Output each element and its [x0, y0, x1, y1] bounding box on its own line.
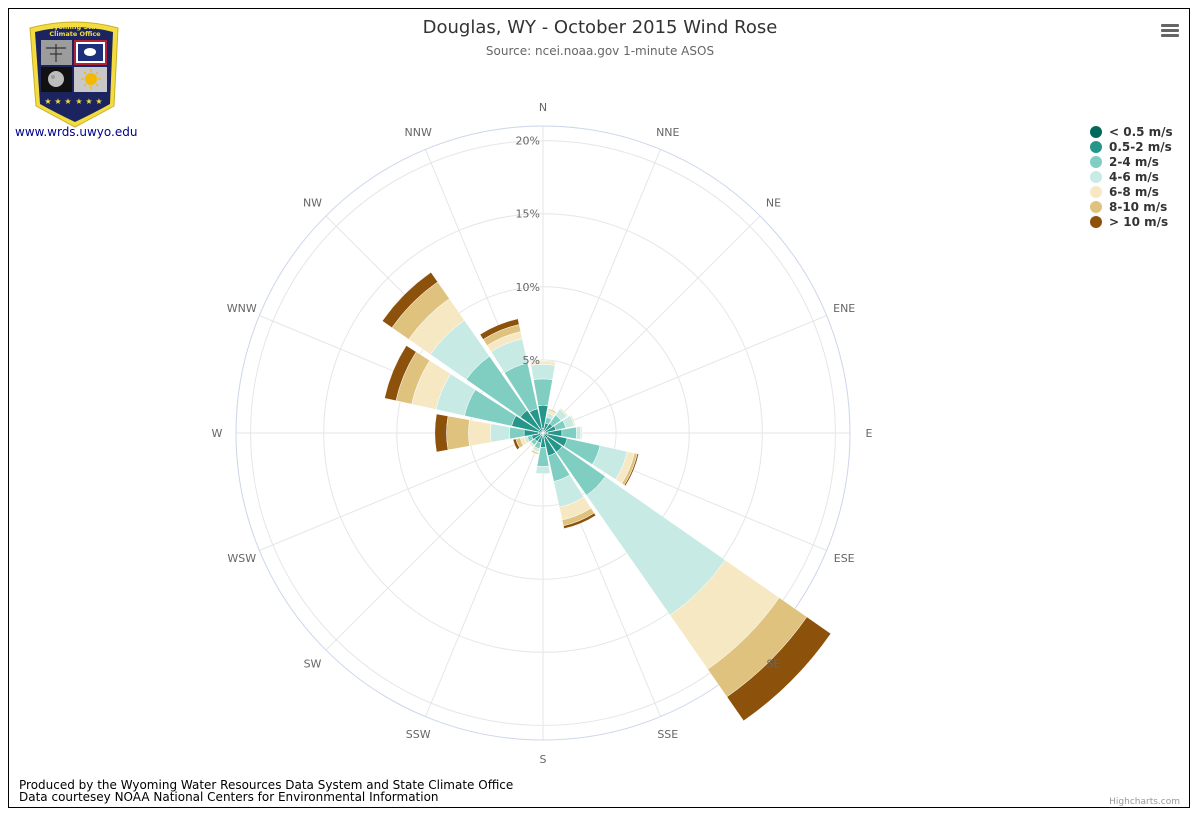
spoke-line [542, 149, 661, 434]
chart-subtitle: Source: ncei.noaa.gov 1-minute ASOS [486, 44, 714, 58]
hamburger-menu-icon[interactable] [1155, 20, 1185, 42]
legend-swatch [1090, 171, 1102, 183]
bar-segment-nw-s6[interactable] [381, 271, 439, 329]
direction-label-sw: SW [304, 658, 322, 671]
wind-rose-bars [381, 271, 832, 722]
legend-swatch [1090, 201, 1102, 213]
direction-label-ssw: SSW [406, 728, 431, 741]
bar-segment-nnw-s6[interactable] [479, 318, 520, 340]
legend-swatch [1090, 141, 1102, 153]
spoke-line [542, 315, 827, 434]
svg-text:★: ★ [95, 97, 102, 106]
direction-label-nne: NNE [656, 126, 679, 139]
spoke-line [259, 432, 544, 551]
bar-segment-w-s5[interactable] [446, 415, 470, 451]
direction-labels: N NNE NE ENE E ESE SE SSE S SSW SW WSW W WNW NW NNW [212, 101, 873, 766]
bar-segment-n-s5[interactable] [529, 360, 557, 363]
logo-name-line1: Wyoming State [47, 23, 104, 31]
chart-title: Douglas, WY - October 2015 Wind Rose [423, 17, 778, 38]
bar-segment-e-s3[interactable] [575, 426, 582, 440]
legend: < 0.5 m/s0.5-2 m/s2-4 m/s4-6 m/s6-8 m/s8… [1090, 125, 1173, 229]
bar-segment-w-s2[interactable] [509, 426, 525, 440]
spoke-line [325, 432, 544, 651]
spoke-line [542, 215, 761, 434]
direction-label-nw: NW [303, 197, 322, 210]
bar-segment-e-s2[interactable] [561, 426, 577, 440]
bar-segment-w-s3[interactable] [490, 423, 511, 443]
svg-text:★: ★ [85, 97, 92, 106]
direction-label-nnw: NNW [405, 126, 432, 139]
grid-circle [250, 140, 836, 726]
legend-swatch [1090, 216, 1102, 228]
direction-label-ese: ESE [834, 552, 855, 565]
radial-tick-label: 20% [516, 135, 540, 148]
bar-segment-nne-s5[interactable] [547, 408, 557, 414]
legend-swatch [1090, 156, 1102, 168]
website-link[interactable]: www.wrds.uwyo.edu [15, 125, 137, 139]
direction-label-w: W [212, 427, 223, 440]
radial-tick-label: 10% [516, 281, 540, 294]
svg-text:★: ★ [75, 97, 82, 106]
legend-item[interactable]: 4-6 m/s [1109, 170, 1159, 184]
bar-segment-sw-s4[interactable] [528, 441, 535, 448]
bar-segment-se-s6[interactable] [726, 616, 832, 722]
legend-item[interactable]: < 0.5 m/s [1109, 125, 1173, 139]
footer-line2: Data courtesey NOAA National Centers for… [19, 790, 439, 804]
grid-circle [323, 213, 763, 653]
bar-segment-ene-s4[interactable] [569, 414, 577, 427]
direction-label-sse: SSE [657, 728, 678, 741]
outer-circle [235, 125, 851, 741]
bar-segment-wsw-s6[interactable] [512, 438, 520, 450]
climate-office-logo: Wyoming State Climate Office ★ ★ ★ ★ ★ ★ [29, 21, 119, 128]
legend-swatch [1090, 186, 1102, 198]
legend-item[interactable]: > 10 m/s [1109, 215, 1168, 229]
direction-label-s: S [540, 753, 547, 766]
direction-label-wsw: WSW [227, 552, 256, 565]
footer-line1: Produced by the Wyoming Water Resources … [19, 778, 513, 792]
spoke-line [425, 432, 544, 717]
legend-item[interactable]: 2-4 m/s [1109, 155, 1159, 169]
highcharts-credit[interactable]: Highcharts.com [1109, 797, 1180, 807]
bar-segment-ese-s6[interactable] [623, 453, 639, 487]
bar-segment-sse-s6[interactable] [563, 512, 597, 529]
direction-label-n: N [539, 101, 547, 114]
legend-swatch [1090, 126, 1102, 138]
bar-segment-wnw-s6[interactable] [384, 345, 417, 402]
bar-segment-e-s4[interactable] [580, 425, 583, 441]
svg-text:★: ★ [44, 97, 51, 106]
svg-text:★: ★ [64, 97, 71, 106]
radial-tick-labels: 5% 10% 15% 20% [516, 135, 540, 367]
chart-frame [8, 8, 1190, 808]
legend-item[interactable]: 0.5-2 m/s [1109, 140, 1172, 154]
logo-name-line2: Climate Office [49, 30, 101, 38]
direction-label-e: E [866, 427, 873, 440]
direction-label-wnw: WNW [227, 302, 257, 315]
bar-segment-ssw-s5[interactable] [530, 449, 539, 455]
legend-item[interactable]: 8-10 m/s [1109, 200, 1167, 214]
radial-tick-label: 15% [516, 208, 540, 221]
bar-segment-w-s4[interactable] [468, 419, 492, 447]
bar-segment-w-s6[interactable] [434, 413, 449, 453]
svg-text:★: ★ [54, 97, 61, 106]
direction-label-se: SE [767, 658, 781, 671]
grid-circle [396, 286, 690, 580]
bar-segment-s-s3[interactable] [535, 465, 551, 475]
radial-tick-label: 5% [523, 354, 540, 367]
legend-item[interactable]: 6-8 m/s [1109, 185, 1159, 199]
direction-label-ene: ENE [833, 302, 855, 315]
bar-segment-ne-s4[interactable] [559, 407, 569, 417]
direction-label-ne: NE [766, 197, 781, 210]
